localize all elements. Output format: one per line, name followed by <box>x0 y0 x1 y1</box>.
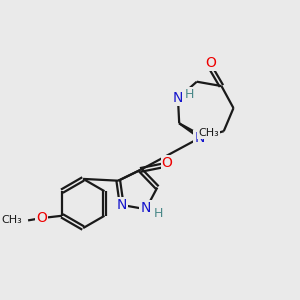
Text: O: O <box>162 156 172 170</box>
Text: H: H <box>184 88 194 101</box>
Text: N: N <box>116 198 127 212</box>
Text: N: N <box>194 131 205 145</box>
Text: CH₃: CH₃ <box>2 215 22 225</box>
Text: N: N <box>173 91 183 105</box>
Text: H: H <box>154 207 164 220</box>
Text: N: N <box>141 201 151 215</box>
Text: O: O <box>205 56 216 70</box>
Text: CH₃: CH₃ <box>198 128 219 139</box>
Text: O: O <box>36 211 47 225</box>
